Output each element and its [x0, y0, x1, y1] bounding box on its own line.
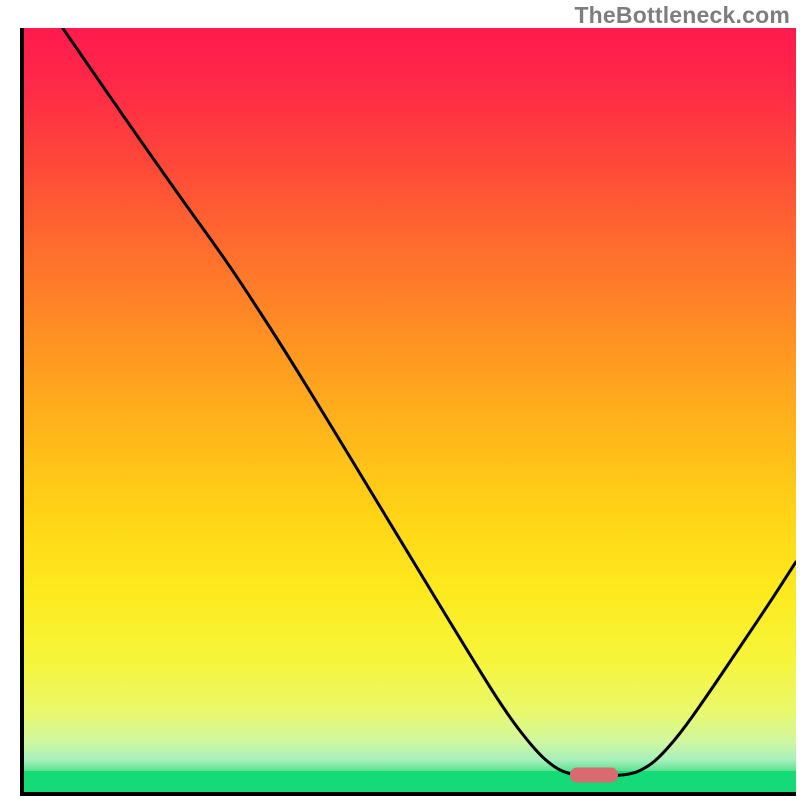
plot-area	[20, 28, 796, 796]
watermark-text: TheBottleneck.com	[574, 2, 790, 29]
chart-frame: TheBottleneck.com	[0, 0, 800, 800]
optimal-band	[20, 771, 796, 793]
optimal-marker	[570, 768, 618, 783]
heat-gradient	[20, 28, 796, 771]
